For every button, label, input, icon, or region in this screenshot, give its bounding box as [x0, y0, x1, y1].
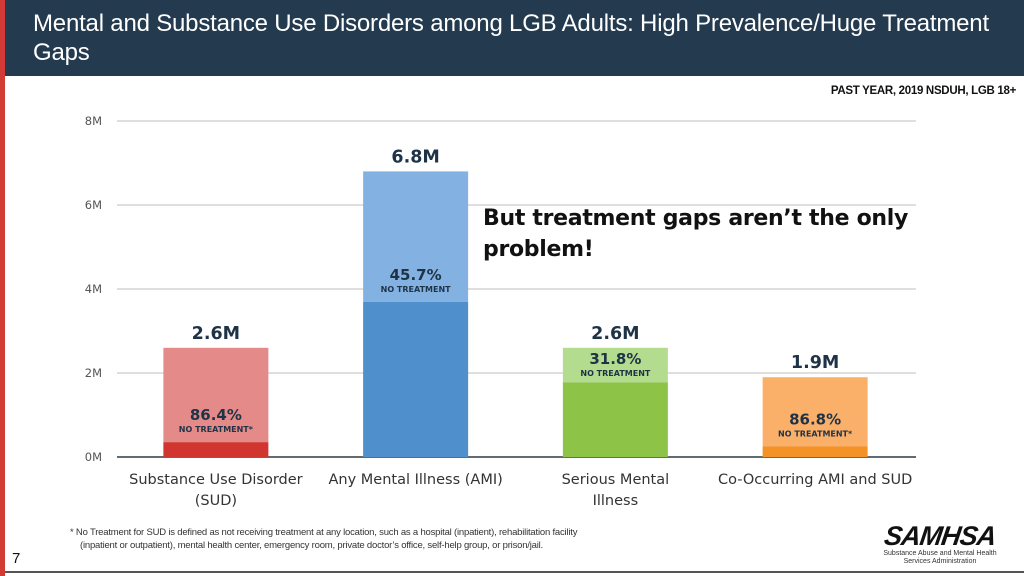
x-category-label: Serious Mental Illness	[515, 470, 715, 512]
no-treatment-percent-label: 45.7%	[390, 266, 442, 284]
bar-no-treatment-segment	[163, 347, 269, 443]
x-category-label-line: Serious Mental	[561, 472, 670, 488]
y-tick-label: 6M	[85, 198, 102, 212]
footnote-line-1: * No Treatment for SUD is defined as not…	[70, 527, 578, 538]
left-accent-bar	[0, 0, 5, 576]
bar-treated-segment	[762, 446, 868, 457]
footnote-line-2: (inpatient or outpatient), mental health…	[80, 540, 543, 551]
source-note: PAST YEAR, 2019 NSDUH, LGB 18+	[830, 85, 1016, 97]
x-category-label: Any Mental Illness (AMI)	[316, 470, 516, 491]
logo-wordmark: SAMHSA	[882, 521, 998, 551]
bar-no-treatment-segment	[363, 171, 469, 302]
bar-no-treatment-segment	[762, 377, 868, 447]
x-category-label-line: Any Mental Illness (AMI)	[328, 472, 503, 488]
bottom-divider	[5, 571, 1024, 573]
no-treatment-percent-label: 31.8%	[589, 350, 641, 368]
header-banner: Mental and Substance Use Disorders among…	[5, 0, 1024, 76]
x-category-label-line: Substance Use Disorder	[129, 472, 303, 488]
page-title: Mental and Substance Use Disorders among…	[33, 10, 989, 66]
x-category-label-line: Co-Occurring AMI and SUD	[717, 472, 913, 488]
y-tick-label: 0M	[85, 450, 102, 464]
y-tick-label: 4M	[85, 282, 102, 296]
no-treatment-percent-label: 86.4%	[190, 406, 242, 424]
page-number: 7	[12, 550, 21, 567]
y-tick-label: 2M	[85, 366, 102, 380]
no-treatment-percent-label: 86.8%	[789, 410, 841, 428]
bar-value-label: 6.8M	[391, 147, 439, 167]
x-category-label: Substance Use Disorder (SUD)	[116, 470, 316, 512]
logo-subtitle-1: Substance Abuse and Mental Health	[883, 550, 997, 557]
bar-value-label: 2.6M	[192, 324, 240, 344]
no-treatment-caption: NO TREATMENT*	[778, 429, 853, 438]
bar-treated-segment	[163, 442, 269, 457]
footnote: * No Treatment for SUD is defined as not…	[70, 526, 670, 552]
x-category-label-line: Illness	[592, 493, 639, 509]
bar-no-treatment-segment	[562, 347, 668, 383]
x-category-label-line: (SUD)	[194, 493, 238, 509]
callout-text: But treatment gaps aren’t the only probl…	[483, 206, 909, 262]
bar-value-label: 1.9M	[791, 353, 839, 373]
logo-subtitle-2: Services Administration	[903, 558, 977, 565]
samhsa-logo: SAMHSA Substance Abuse and Mental Health…	[880, 521, 1000, 566]
x-category-label: Co-Occurring AMI and SUD	[715, 470, 915, 491]
no-treatment-caption: NO TREATMENT*	[179, 425, 254, 434]
no-treatment-caption: NO TREATMENT	[580, 369, 651, 378]
y-tick-label: 8M	[85, 114, 102, 128]
bar-value-label: 2.6M	[591, 324, 639, 344]
bar-treated-segment	[363, 301, 469, 457]
bar-treated-segment	[562, 382, 668, 457]
no-treatment-caption: NO TREATMENT	[381, 285, 452, 294]
